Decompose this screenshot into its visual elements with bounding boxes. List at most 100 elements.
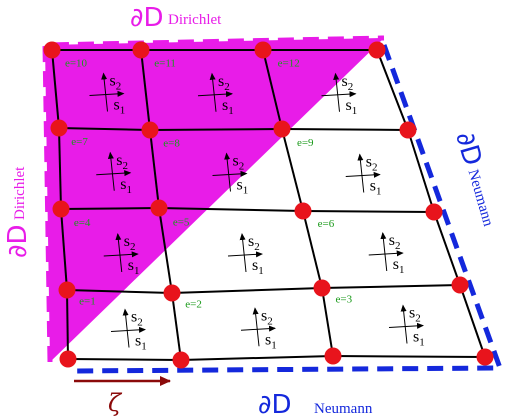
mesh-edge-horizontal: [302, 210, 435, 213]
mesh-node: [132, 41, 150, 59]
mesh-node: [59, 350, 77, 368]
element-e9: e=9 s1 s2: [297, 137, 382, 198]
element-e2: e=2 s1 s2: [185, 298, 276, 351]
s2-axis-arrow: [122, 308, 130, 348]
s1-label: s1: [252, 257, 264, 277]
mesh-edge-vertical: [158, 207, 173, 294]
s1-axis-arrow: [197, 91, 233, 98]
mesh-node: [425, 203, 443, 221]
s2-label: s2: [409, 305, 421, 325]
dirichlet-top-symbol: ∂D: [130, 3, 163, 33]
mesh-node: [172, 351, 190, 369]
s2-label: s2: [342, 73, 354, 93]
mesh-node: [313, 279, 331, 297]
s1-axis-arrow: [110, 326, 146, 333]
s1-axis-arrow: [321, 91, 357, 98]
mesh-node: [254, 41, 272, 59]
s2-label: s2: [116, 152, 128, 172]
element-label: e=5: [173, 216, 190, 228]
mesh-edge-vertical: [140, 49, 151, 131]
mesh-edge-horizontal: [60, 207, 160, 210]
s2-axis-arrow: [101, 72, 108, 112]
neumann-bottom-word: Neumann: [314, 401, 373, 417]
s1-label: s1: [135, 333, 147, 353]
s2-axis-arrow: [115, 233, 123, 273]
s2-axis-arrow: [400, 304, 408, 344]
mesh-edge-horizontal: [281, 128, 409, 131]
neumann-right-word: Neumann: [465, 168, 497, 229]
element-label: e=9: [297, 137, 314, 149]
s2-axis-arrow: [357, 153, 365, 193]
mesh-edge-vertical: [281, 128, 304, 212]
s1-label: s1: [120, 176, 132, 196]
s2-axis-arrow: [209, 72, 217, 112]
mesh-edge-horizontal: [149, 128, 283, 131]
s2-label: s2: [110, 73, 122, 93]
s1-axis-arrow: [240, 325, 276, 332]
s1-axis-arrow: [89, 90, 125, 97]
mesh-edge-vertical: [376, 49, 409, 131]
dirichlet-left-word: Dirichlet: [12, 166, 28, 220]
mesh-edge-vertical: [433, 211, 461, 286]
mesh-node: [368, 41, 386, 59]
element-label: e=3: [336, 294, 353, 306]
s2-axis-arrow: [107, 151, 115, 191]
mesh-node: [163, 284, 181, 302]
mesh-node: [294, 202, 312, 220]
mesh-edge-vertical: [262, 49, 283, 130]
s2-label: s2: [248, 233, 260, 253]
mesh-node: [141, 121, 159, 139]
mesh-node: [451, 276, 469, 294]
s2-label: s2: [131, 309, 143, 329]
s1-label: s1: [413, 329, 425, 349]
boundary-label-top: ∂D Dirichlet: [130, 3, 222, 33]
mesh-edge-horizontal: [332, 355, 486, 358]
element-e10: e=10 s1 s2: [65, 57, 125, 116]
s2-label: s2: [389, 232, 401, 252]
mesh-edge-vertical: [302, 210, 323, 289]
mesh-elements: e=1 s1 s2 e=2 s1 s2 e=3 s1 s2 e=4 s1 s2 e=5 s1 s2 e=6 s1…: [65, 57, 425, 352]
s1-label: s1: [370, 178, 382, 198]
s2-label: s2: [124, 233, 136, 253]
element-label: e=4: [74, 217, 91, 229]
mesh-grid: [51, 49, 486, 361]
s1-label: s1: [346, 97, 358, 117]
mesh-node: [324, 347, 342, 365]
mesh-edge-vertical: [58, 127, 62, 210]
s1-axis-arrow: [345, 171, 381, 178]
element-e4: e=4 s1 s2: [74, 217, 140, 277]
s1-axis-arrow: [227, 251, 263, 258]
element-label: e=6: [318, 218, 335, 230]
element-label: e=7: [71, 136, 88, 148]
s1-axis-arrow: [368, 250, 404, 257]
element-e5: e=5 s1 s2: [173, 216, 264, 277]
s1-axis-arrow: [212, 170, 248, 177]
zeta-label: ζ: [108, 389, 123, 417]
mesh-edge-vertical: [171, 292, 182, 361]
s1-label: s1: [128, 257, 140, 277]
mesh-edge-vertical: [60, 208, 68, 291]
dirichlet-top-word: Dirichlet: [168, 12, 222, 28]
mesh-edge-horizontal: [158, 207, 304, 212]
element-e8: e=8 s1 s2: [163, 137, 248, 196]
s1-label: s1: [114, 97, 126, 117]
s2-axis-arrow: [252, 307, 260, 347]
mesh-edge-horizontal: [66, 289, 173, 294]
zeta-coordinate: ζ: [74, 376, 171, 417]
element-label: e=2: [185, 298, 202, 310]
mesh-node: [273, 120, 291, 138]
s1-axis-arrow: [96, 170, 132, 177]
s2-label: s2: [261, 307, 273, 327]
element-label: e=12: [278, 57, 300, 69]
s1-label: s1: [222, 97, 234, 117]
mesh-edge-vertical: [149, 129, 160, 209]
element-label: e=1: [79, 296, 96, 308]
s1-label: s1: [265, 331, 277, 351]
element-e6: e=6 s1 s2: [318, 218, 405, 276]
s1-axis-arrow: [103, 251, 139, 258]
neumann-bottom-symbol: ∂D: [258, 390, 291, 417]
mesh-edge-vertical: [321, 287, 334, 357]
mesh-edge-vertical: [459, 284, 486, 358]
element-label: e=10: [65, 57, 88, 69]
